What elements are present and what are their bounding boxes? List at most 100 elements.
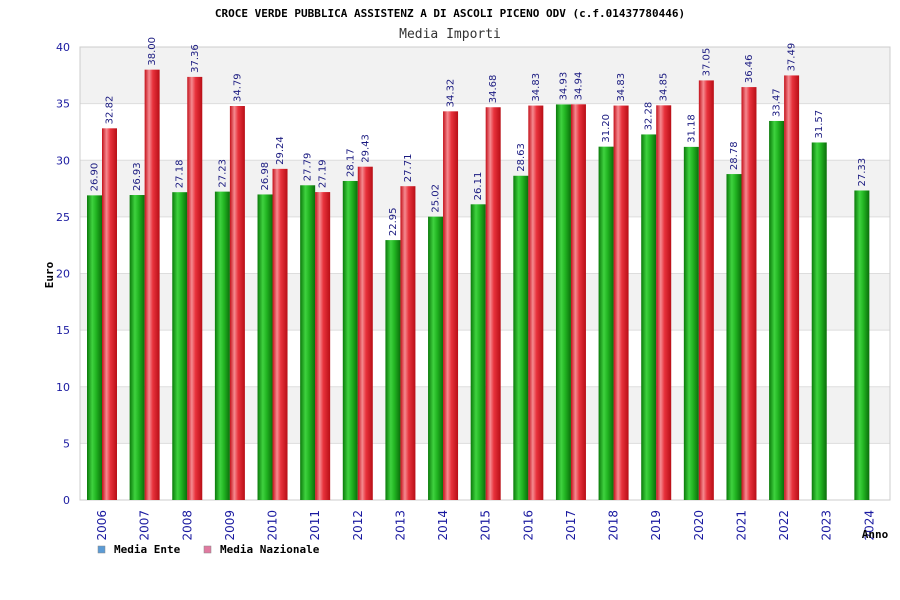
data-label: 34.83 — [531, 73, 542, 102]
bar-media-nazionale-2017 — [570, 104, 586, 500]
x-tick-label: 2023 — [820, 510, 834, 541]
data-label: 27.79 — [303, 153, 314, 182]
legend-entry: Media Nazionale — [220, 543, 320, 556]
bar-media-nazionale-2008 — [187, 76, 203, 500]
bar-media-nazionale-2016 — [528, 105, 544, 501]
chart-subtitle: Media Importi — [399, 27, 501, 42]
data-label: 34.93 — [558, 72, 569, 101]
data-label: 34.32 — [446, 79, 457, 108]
bar-media-nazionale-2012 — [357, 166, 373, 500]
legend-swatch — [203, 545, 212, 554]
bar-media-nazionale-2019 — [656, 105, 672, 500]
bar-media-ente-2013 — [385, 240, 401, 500]
x-tick-label: 2009 — [223, 510, 237, 541]
y-tick-label: 15 — [56, 324, 70, 337]
bar-media-ente-2024 — [854, 190, 870, 501]
x-tick-label: 2011 — [308, 510, 322, 541]
y-tick-label: 35 — [56, 98, 70, 111]
data-label: 32.82 — [105, 96, 116, 125]
bar-media-ente-2022 — [769, 120, 785, 501]
data-labels-group: 26.90 32.82 26.93 38.00 27.18 37.36 27.23 34.79… — [90, 37, 868, 236]
bar-media-ente-2008 — [172, 192, 188, 500]
data-label: 27.19 — [318, 159, 329, 188]
x-tick-label: 2016 — [521, 510, 535, 541]
bar-media-nazionale-2018 — [613, 105, 629, 501]
data-label: 29.43 — [360, 134, 371, 163]
bar-media-ente-2015 — [470, 204, 486, 500]
data-label: 31.57 — [814, 110, 825, 139]
data-label: 27.23 — [217, 159, 228, 188]
data-label: 25.02 — [431, 184, 442, 213]
x-tick-label: 2018 — [607, 510, 621, 541]
bar-media-ente-2009 — [214, 191, 230, 501]
y-tick-label: 40 — [56, 41, 70, 54]
x-tick-label: 2006 — [95, 510, 109, 541]
x-tick-label: 2024 — [862, 510, 876, 541]
bar-media-ente-2010 — [257, 194, 273, 500]
bar-media-nazionale-2021 — [741, 87, 757, 500]
data-label: 37.36 — [190, 44, 201, 73]
data-label: 22.95 — [388, 207, 399, 236]
y-tick-label: 20 — [56, 268, 70, 281]
data-label: 26.98 — [260, 162, 271, 191]
y-tick-label: 0 — [63, 494, 70, 507]
data-label: 37.05 — [701, 48, 712, 77]
y-tick-label: 5 — [63, 437, 70, 450]
bars-group — [87, 69, 870, 501]
bar-media-nazionale-2020 — [698, 80, 714, 500]
data-label: 38.00 — [147, 37, 158, 66]
x-ticks-group: 2006 2007 2008 2009 2010 2011 2012 2013 2014 2015… — [95, 510, 876, 541]
x-tick-label: 2010 — [266, 510, 280, 541]
bar-media-ente-2007 — [129, 195, 145, 500]
x-tick-label: 2022 — [777, 510, 791, 541]
bar-media-nazionale-2010 — [272, 168, 288, 500]
bar-media-ente-2016 — [513, 175, 529, 500]
x-tick-label: 2013 — [393, 510, 407, 541]
y-axis-label: Euro — [43, 261, 56, 288]
bar-media-ente-2012 — [342, 180, 358, 501]
data-label: 28.17 — [345, 148, 356, 177]
bar-media-ente-2019 — [641, 134, 657, 500]
data-label: 28.78 — [729, 141, 740, 170]
bar-media-nazionale-2015 — [485, 107, 501, 501]
bar-media-ente-2021 — [726, 174, 742, 500]
data-label: 26.11 — [473, 172, 484, 201]
legend-entry: Media Ente — [114, 543, 181, 556]
x-tick-label: 2012 — [351, 510, 365, 541]
data-label: 34.83 — [616, 73, 627, 102]
bar-media-nazionale-2022 — [784, 75, 800, 500]
data-label: 37.49 — [787, 43, 798, 72]
bar-media-nazionale-2011 — [315, 192, 331, 501]
y-ticks-group: 0 5 10 15 20 25 30 35 40 — [56, 41, 70, 507]
bar-media-ente-2006 — [87, 195, 102, 501]
bar-media-nazionale-2009 — [229, 106, 245, 501]
bar-media-ente-2017 — [555, 104, 571, 500]
bar-media-nazionale-2013 — [400, 186, 416, 500]
bar-media-ente-2018 — [598, 146, 614, 500]
legend-swatch — [97, 545, 106, 554]
data-label: 27.18 — [175, 160, 186, 189]
bar-media-ente-2011 — [300, 185, 316, 500]
data-label: 34.68 — [488, 75, 499, 104]
chart-title: CROCE VERDE PUBBLICA ASSISTENZ A DI ASCO… — [215, 7, 685, 20]
x-tick-label: 2020 — [692, 510, 706, 541]
data-label: 31.20 — [601, 114, 612, 143]
x-tick-label: 2007 — [138, 510, 152, 541]
bar-media-nazionale-2014 — [443, 111, 459, 501]
data-label: 29.24 — [275, 136, 286, 165]
y-tick-label: 30 — [56, 154, 70, 167]
data-label: 28.63 — [516, 143, 527, 172]
data-label: 33.47 — [772, 88, 783, 117]
legend: Media Ente Media Nazionale — [97, 543, 320, 556]
x-tick-label: 2017 — [564, 510, 578, 541]
data-label: 27.33 — [857, 158, 868, 187]
data-label: 34.94 — [573, 72, 584, 101]
data-label: 27.71 — [403, 154, 414, 183]
bar-media-nazionale-2007 — [144, 69, 160, 501]
bar-media-nazionale-2006 — [102, 128, 117, 500]
bar-media-ente-2023 — [811, 142, 827, 500]
x-tick-label: 2014 — [436, 510, 450, 541]
y-tick-label: 25 — [56, 211, 70, 224]
